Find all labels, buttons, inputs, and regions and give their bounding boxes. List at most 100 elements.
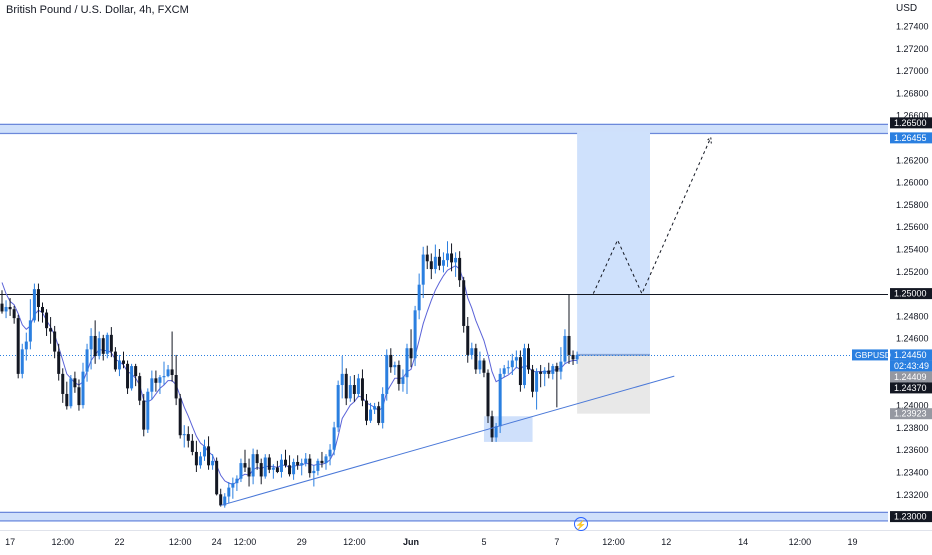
candle (235, 475, 239, 491)
candle-body (69, 378, 73, 407)
candle (482, 358, 486, 378)
candle (85, 343, 89, 382)
candle (0, 290, 4, 314)
candle-body (134, 366, 138, 377)
candle-body (16, 318, 20, 374)
candle-body (77, 387, 81, 406)
time-tick-label: 29 (297, 537, 307, 547)
candle-body (352, 385, 356, 394)
candle-body (543, 370, 547, 374)
candle (93, 320, 97, 364)
symbol-tag-box (852, 349, 888, 361)
candle-body (109, 334, 113, 352)
candle (203, 439, 206, 461)
candle-body (211, 460, 215, 466)
candle (284, 449, 287, 468)
candle-body (397, 364, 401, 384)
candle-body (288, 465, 292, 475)
time-tick-label: 7 (554, 537, 559, 547)
candle (227, 482, 231, 504)
candle-body (85, 349, 89, 372)
price-label-box (890, 408, 932, 420)
candle (255, 449, 259, 470)
candle (101, 334, 105, 361)
candle-body (162, 376, 166, 378)
candle-body (336, 385, 340, 428)
candle-body (316, 460, 320, 471)
candle-body (405, 348, 409, 378)
price-tick-label: 1.25600 (896, 222, 929, 232)
candle (328, 444, 332, 466)
candle (16, 314, 20, 379)
candle-body (421, 254, 425, 285)
candle (393, 361, 397, 375)
candle-body (365, 400, 368, 421)
candle-body (284, 459, 287, 466)
candle (57, 343, 61, 381)
candle (324, 454, 328, 470)
candle-body (531, 369, 535, 392)
price-label-text: 1.24370 (894, 383, 927, 393)
candle-body (45, 312, 49, 329)
candle-body (551, 366, 555, 374)
price-label-text: 1.25000 (894, 289, 927, 299)
candle-body (186, 434, 190, 441)
price-label-text: 1.23923 (894, 409, 927, 419)
candle (308, 454, 312, 478)
candle (251, 448, 255, 485)
price-label-box (890, 511, 932, 523)
candle-body (117, 360, 121, 370)
lightning-bolt-icon[interactable]: ⚡ (574, 517, 588, 531)
candle-body (547, 370, 551, 374)
candle (405, 343, 409, 394)
candle-body (478, 360, 482, 370)
price-tick-label: 1.25800 (896, 200, 929, 210)
candle-body (0, 303, 4, 312)
candle-body (219, 494, 223, 506)
position-stop-zone (577, 354, 650, 414)
candle-body (138, 376, 142, 401)
candle (575, 351, 579, 364)
candle-body (235, 478, 239, 484)
candle-body (563, 335, 567, 362)
price-label-text: 1.23000 (894, 512, 927, 522)
candle (194, 440, 198, 472)
candle-body (425, 254, 429, 262)
candle-body (393, 364, 397, 368)
candle-body (466, 325, 470, 355)
zone-band (0, 511, 888, 522)
price-tick-label: 1.25400 (896, 245, 929, 255)
candle (150, 370, 154, 400)
candle (450, 243, 454, 272)
price-tick-label: 1.24800 (896, 311, 929, 321)
candle-body (308, 458, 312, 474)
candle (555, 362, 559, 408)
candle (198, 451, 202, 469)
candle (360, 369, 364, 407)
candle (421, 246, 425, 299)
candle-body (522, 348, 526, 386)
candle (4, 300, 8, 319)
candle (474, 343, 478, 374)
candle (292, 458, 296, 480)
candle-body (215, 460, 219, 495)
candle (32, 283, 36, 323)
candle-body (433, 256, 437, 270)
candle (312, 465, 316, 487)
zones-layer (0, 123, 888, 522)
price-tick-label: 1.26600 (896, 111, 929, 121)
candle (518, 350, 522, 392)
candle-body (255, 454, 259, 464)
candle (531, 364, 535, 398)
candle (142, 393, 146, 437)
candle-body (24, 341, 28, 350)
candle (510, 353, 514, 375)
candle-body (555, 366, 559, 372)
candle-body (227, 487, 231, 497)
candle-body (510, 360, 514, 368)
candle-body (389, 354, 393, 368)
time-tick-label: 24 (212, 537, 222, 547)
